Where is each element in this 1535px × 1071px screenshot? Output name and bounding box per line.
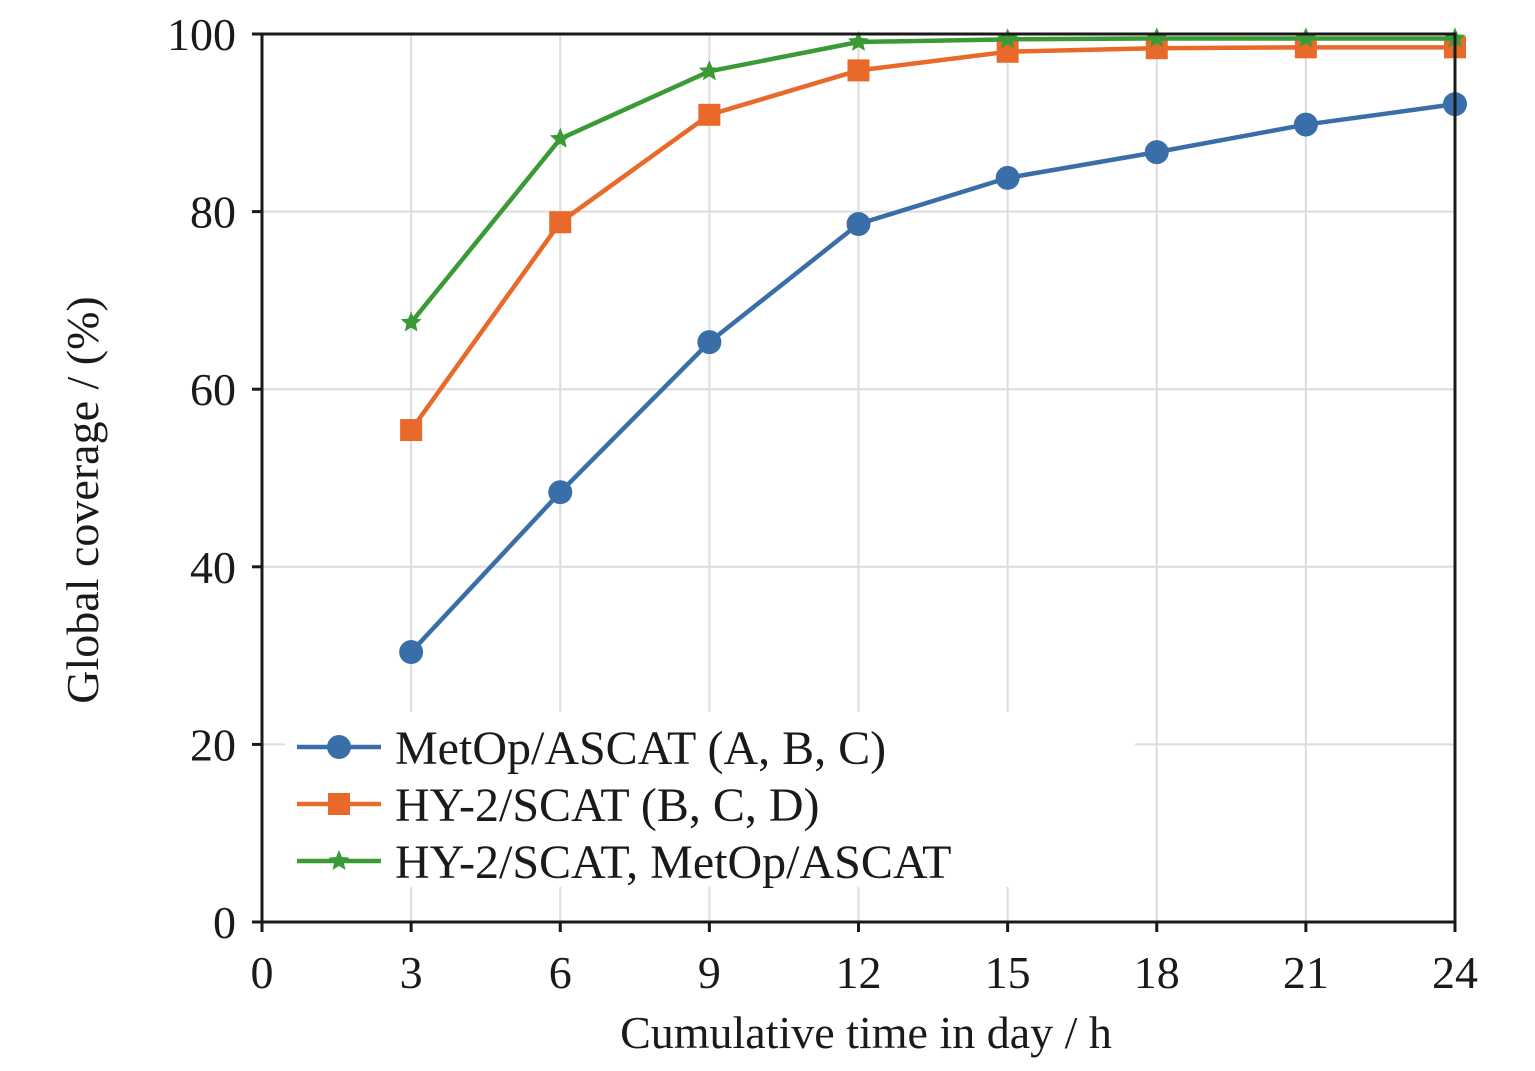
data-point [698,60,720,81]
data-point [1145,37,1168,60]
series-layer [399,27,1467,665]
data-point [698,103,721,126]
x-tick-label: 15 [985,947,1031,998]
data-point [1146,27,1168,48]
legend-label: MetOp/ASCAT (A, B, C) [395,722,886,775]
x-tick-label: 18 [1134,947,1180,998]
data-point [1293,112,1318,137]
data-point [549,211,572,234]
data-point [995,165,1020,190]
y-tick-label: 60 [190,364,236,415]
x-tick-label: 9 [698,947,721,998]
axes [252,32,1457,932]
x-axis-title: Cumulative time in day / h [620,1007,1112,1058]
x-tick-label: 12 [836,947,882,998]
data-point [1294,36,1317,59]
tick-labels: 0 3 6 9 12 15 18 21 24 0 20 40 60 80 100 [167,9,1478,998]
legend-label: HY-2/SCAT, MetOp/ASCAT [395,836,952,889]
data-point [846,212,871,237]
data-point [549,127,571,148]
data-point [997,28,1019,49]
data-point [847,59,870,82]
series-line [409,36,1455,325]
x-tick-label: 6 [549,947,572,998]
legend-background [285,712,1135,887]
x-tick-label: 24 [1432,947,1478,998]
data-point [1144,140,1169,165]
data-point [548,480,573,505]
data-point [399,640,424,665]
data-point [1295,27,1317,48]
series-line [409,101,1456,654]
series-3 [400,27,1466,332]
legend-marker [327,735,351,759]
y-tick-label: 20 [190,719,236,770]
legend-item: HY-2/SCAT (B, C, D) [297,779,820,832]
series-line [409,45,1455,432]
legend-marker [328,850,350,870]
y-tick-label: 40 [190,542,236,593]
y-tick-label: 0 [213,897,236,948]
y-axis-title: Global coverage / (%) [57,296,108,703]
x-tick-label: 21 [1283,947,1329,998]
legend-label: HY-2/SCAT (B, C, D) [395,779,820,832]
data-point [848,31,869,51]
y-tick-label: 80 [190,187,236,238]
x-tick-label: 3 [400,947,423,998]
y-tick-label: 100 [167,9,236,60]
grid [262,34,1455,922]
series-1 [399,92,1467,665]
legend-item: MetOp/ASCAT (A, B, C) [297,722,886,775]
data-point [400,311,422,332]
legend-marker [328,793,350,815]
legend: MetOp/ASCAT (A, B, C)HY-2/SCAT (B, C, D)… [297,722,952,889]
x-tick-label: 0 [251,947,274,998]
data-point [697,330,722,355]
data-point [400,419,423,442]
legend-item: HY-2/SCAT, MetOp/ASCAT [297,836,952,889]
